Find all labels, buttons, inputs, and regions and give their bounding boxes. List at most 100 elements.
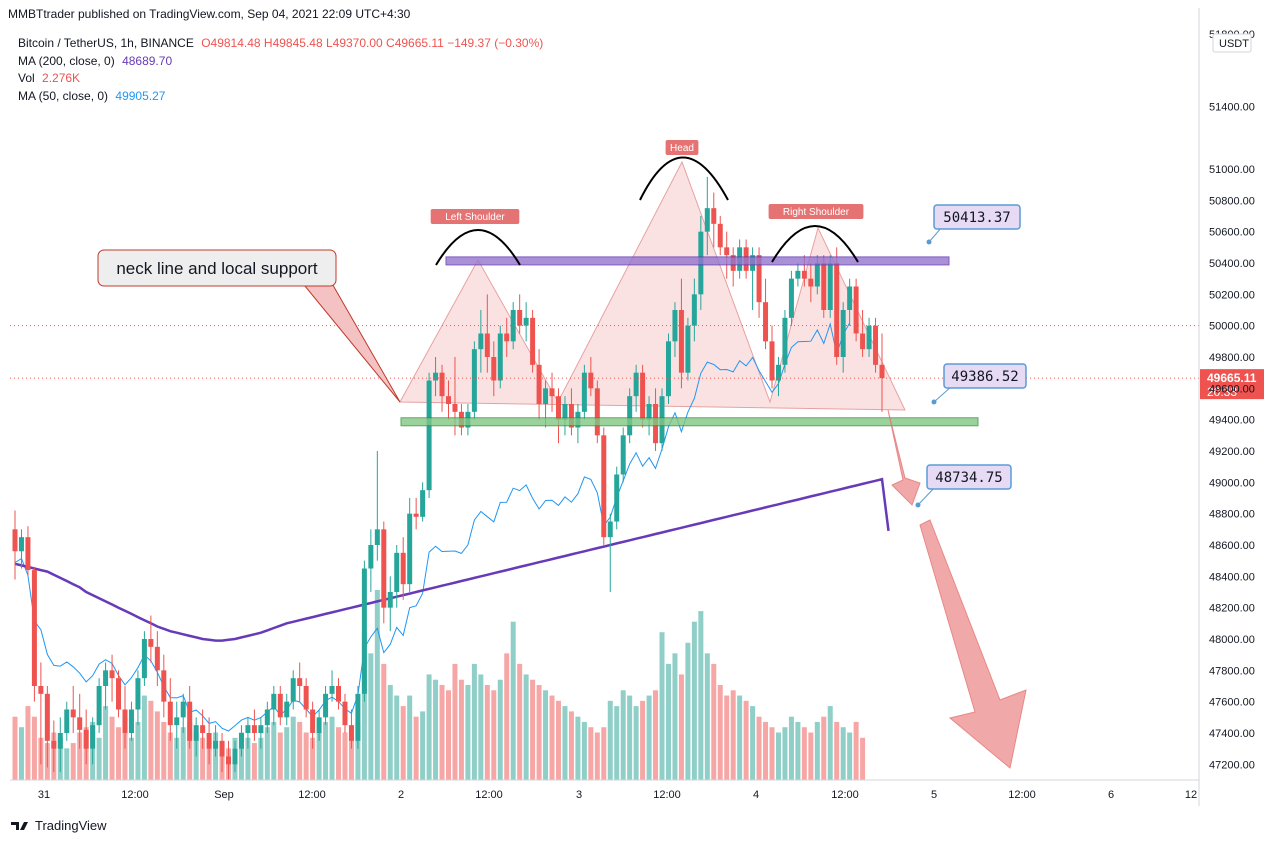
legend-ma200-row[interactable]: MA (200, close, 0) 48689.70 xyxy=(18,53,543,71)
right-shoulder-label-bg xyxy=(768,204,864,219)
candle-body xyxy=(834,263,840,357)
left-shoulder-label-bg xyxy=(430,209,520,224)
right-shoulder-arc xyxy=(771,225,859,263)
candle-body xyxy=(187,701,193,741)
candle-body xyxy=(420,490,426,517)
volume-bar xyxy=(614,706,620,780)
neck-note-text: neck line and local support xyxy=(116,259,318,278)
price-tick-label: 49000.00 xyxy=(1209,477,1255,489)
candle-body xyxy=(64,709,70,733)
candle-body xyxy=(821,263,827,310)
time-tick-label: 12:00 xyxy=(298,789,326,801)
symbol-title[interactable]: Bitcoin / TetherUS, 1h, BINANCE xyxy=(18,36,194,50)
time-tick-label: 2 xyxy=(398,789,404,801)
volume-bar xyxy=(413,716,419,780)
candle-body xyxy=(394,552,400,592)
time-tick-label: 12:00 xyxy=(1008,789,1036,801)
price-tick-label: 48600.00 xyxy=(1209,540,1255,552)
resistance-zone xyxy=(445,256,950,266)
candle-body xyxy=(284,701,290,718)
volume-bar xyxy=(141,695,147,780)
candle-body xyxy=(109,670,115,679)
volume-bar xyxy=(640,700,646,780)
volume-bar xyxy=(148,700,154,780)
volume-bar xyxy=(814,721,820,780)
volume-bar xyxy=(122,732,128,780)
volume-bar xyxy=(258,737,264,780)
candle-body xyxy=(452,404,458,412)
candle-body xyxy=(336,686,342,702)
time-tick-label: 12:00 xyxy=(831,789,859,801)
volume-bar xyxy=(588,727,594,780)
tradingview-logo-icon xyxy=(11,822,28,830)
volume-bar xyxy=(420,711,426,780)
head-label: Head xyxy=(670,143,694,154)
volume-bar xyxy=(251,743,257,780)
candle-body xyxy=(808,278,814,287)
candle-body xyxy=(226,756,232,765)
candle-body xyxy=(407,513,413,585)
candle-body xyxy=(200,725,206,733)
time-tick-label: 12 xyxy=(1185,789,1197,801)
candle-body xyxy=(860,333,866,350)
candle-body xyxy=(678,310,684,373)
price-tick-label: 48400.00 xyxy=(1209,571,1255,583)
volume-bar xyxy=(549,695,555,780)
legend-vol-row[interactable]: Vol 2.276K xyxy=(18,70,543,88)
volume-bar xyxy=(568,711,574,780)
volume-bar xyxy=(374,590,380,780)
volume-bar xyxy=(646,695,652,780)
resistance-callout-box xyxy=(933,204,1021,230)
volume-bar xyxy=(187,721,193,780)
volume-bar xyxy=(530,679,536,780)
volume-bar xyxy=(381,663,387,780)
candle-body xyxy=(588,372,594,389)
candle-body xyxy=(426,380,432,491)
candle-body xyxy=(446,396,451,404)
candle-body xyxy=(361,568,367,694)
volume-bar xyxy=(25,706,31,780)
candle-body xyxy=(665,341,671,397)
candle-body xyxy=(478,333,484,350)
volume-bar xyxy=(310,737,316,780)
volume-bar xyxy=(116,727,122,780)
volume-bar xyxy=(834,721,840,780)
candle-body xyxy=(180,701,186,718)
volume-bar xyxy=(161,721,167,780)
candle-body xyxy=(517,310,523,326)
price-tick-label: 48000.00 xyxy=(1209,634,1255,646)
tradingview-footer[interactable]: TradingView xyxy=(10,818,107,833)
candle-body xyxy=(206,733,212,749)
volume-bars xyxy=(12,590,866,780)
candle-body xyxy=(174,717,180,726)
volume-bar xyxy=(633,706,639,780)
legend-ma50-row[interactable]: MA (50, close, 0) 49905.27 xyxy=(18,88,543,106)
candle-body xyxy=(368,545,374,569)
price-tick-label: 47200.00 xyxy=(1209,759,1255,771)
ma50-value: 49905.27 xyxy=(115,88,166,103)
candle-body xyxy=(264,709,270,726)
volume-bar xyxy=(154,711,160,780)
volume-bar xyxy=(329,716,335,780)
short-arrow xyxy=(887,409,921,506)
volume-bar xyxy=(672,653,678,780)
volume-bar xyxy=(782,727,788,780)
candle-body xyxy=(70,709,76,718)
candle-body xyxy=(549,388,555,397)
candle-body xyxy=(614,474,620,522)
volume-bar xyxy=(135,721,141,780)
last-price-tag xyxy=(1200,369,1264,400)
candle-body xyxy=(691,294,697,326)
volume-bar xyxy=(128,737,134,780)
currency-label: USDT xyxy=(1219,38,1249,50)
volume-bar xyxy=(400,706,406,780)
volume-bar xyxy=(109,716,115,780)
candle-body xyxy=(866,325,872,350)
volume-bar xyxy=(737,695,743,780)
candle-body xyxy=(853,286,859,334)
target-callout: 48734.75 xyxy=(935,470,1002,486)
volume-bar xyxy=(775,732,781,780)
ma200-line xyxy=(14,477,890,642)
candle-body xyxy=(433,372,439,381)
